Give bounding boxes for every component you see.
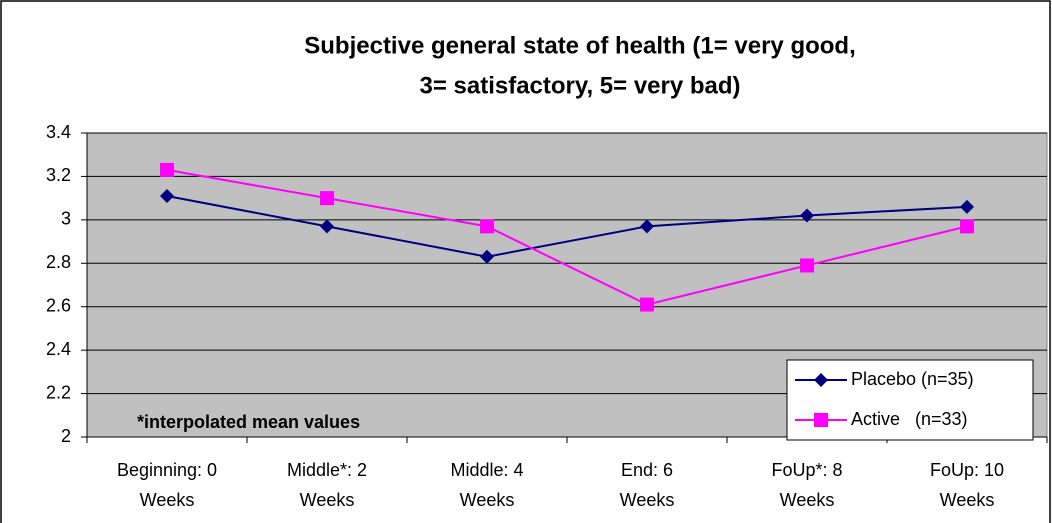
marker bbox=[800, 258, 814, 273]
x-tick-label: FoUp*: 8 Weeks bbox=[771, 460, 843, 510]
y-tick-label: 2 bbox=[61, 426, 71, 446]
y-tick-label: 2.4 bbox=[46, 339, 71, 359]
marker bbox=[814, 373, 828, 387]
x-tick-label: End: 6 Weeks bbox=[619, 460, 675, 510]
chart-title: 3= satisfactory, 5= very bad) bbox=[419, 72, 740, 99]
y-tick-label: 2.2 bbox=[46, 382, 71, 402]
marker bbox=[480, 249, 494, 264]
marker bbox=[160, 162, 174, 177]
marker bbox=[800, 208, 814, 223]
marker bbox=[640, 219, 654, 234]
marker bbox=[320, 191, 334, 206]
y-tick-label: 2.6 bbox=[46, 295, 71, 315]
y-tick-label: 3 bbox=[61, 209, 71, 229]
x-tick-label: Middle: 4 Weeks bbox=[450, 460, 524, 510]
marker bbox=[640, 297, 654, 312]
y-tick-label: 2.8 bbox=[46, 252, 71, 272]
marker bbox=[480, 219, 494, 234]
legend-label: Active (n=33) bbox=[851, 409, 968, 429]
y-tick-label: 3.2 bbox=[46, 165, 71, 185]
series-line bbox=[166, 168, 968, 306]
series-line bbox=[166, 194, 968, 258]
annotation: *interpolated mean values bbox=[137, 412, 360, 432]
marker bbox=[160, 188, 174, 203]
y-tick-label: 3.4 bbox=[46, 122, 71, 142]
chart-title: Subjective general state of health (1= v… bbox=[304, 32, 856, 59]
marker bbox=[320, 219, 334, 234]
legend-label: Placebo (n=35) bbox=[851, 369, 974, 389]
x-tick-label: Middle*: 2 Weeks bbox=[286, 460, 368, 510]
x-tick-label: Beginning: 0 Weeks bbox=[116, 460, 218, 510]
marker bbox=[960, 199, 974, 214]
marker bbox=[814, 413, 828, 427]
marker bbox=[960, 219, 974, 234]
x-tick-label: FoUp: 10 Weeks bbox=[929, 460, 1005, 510]
